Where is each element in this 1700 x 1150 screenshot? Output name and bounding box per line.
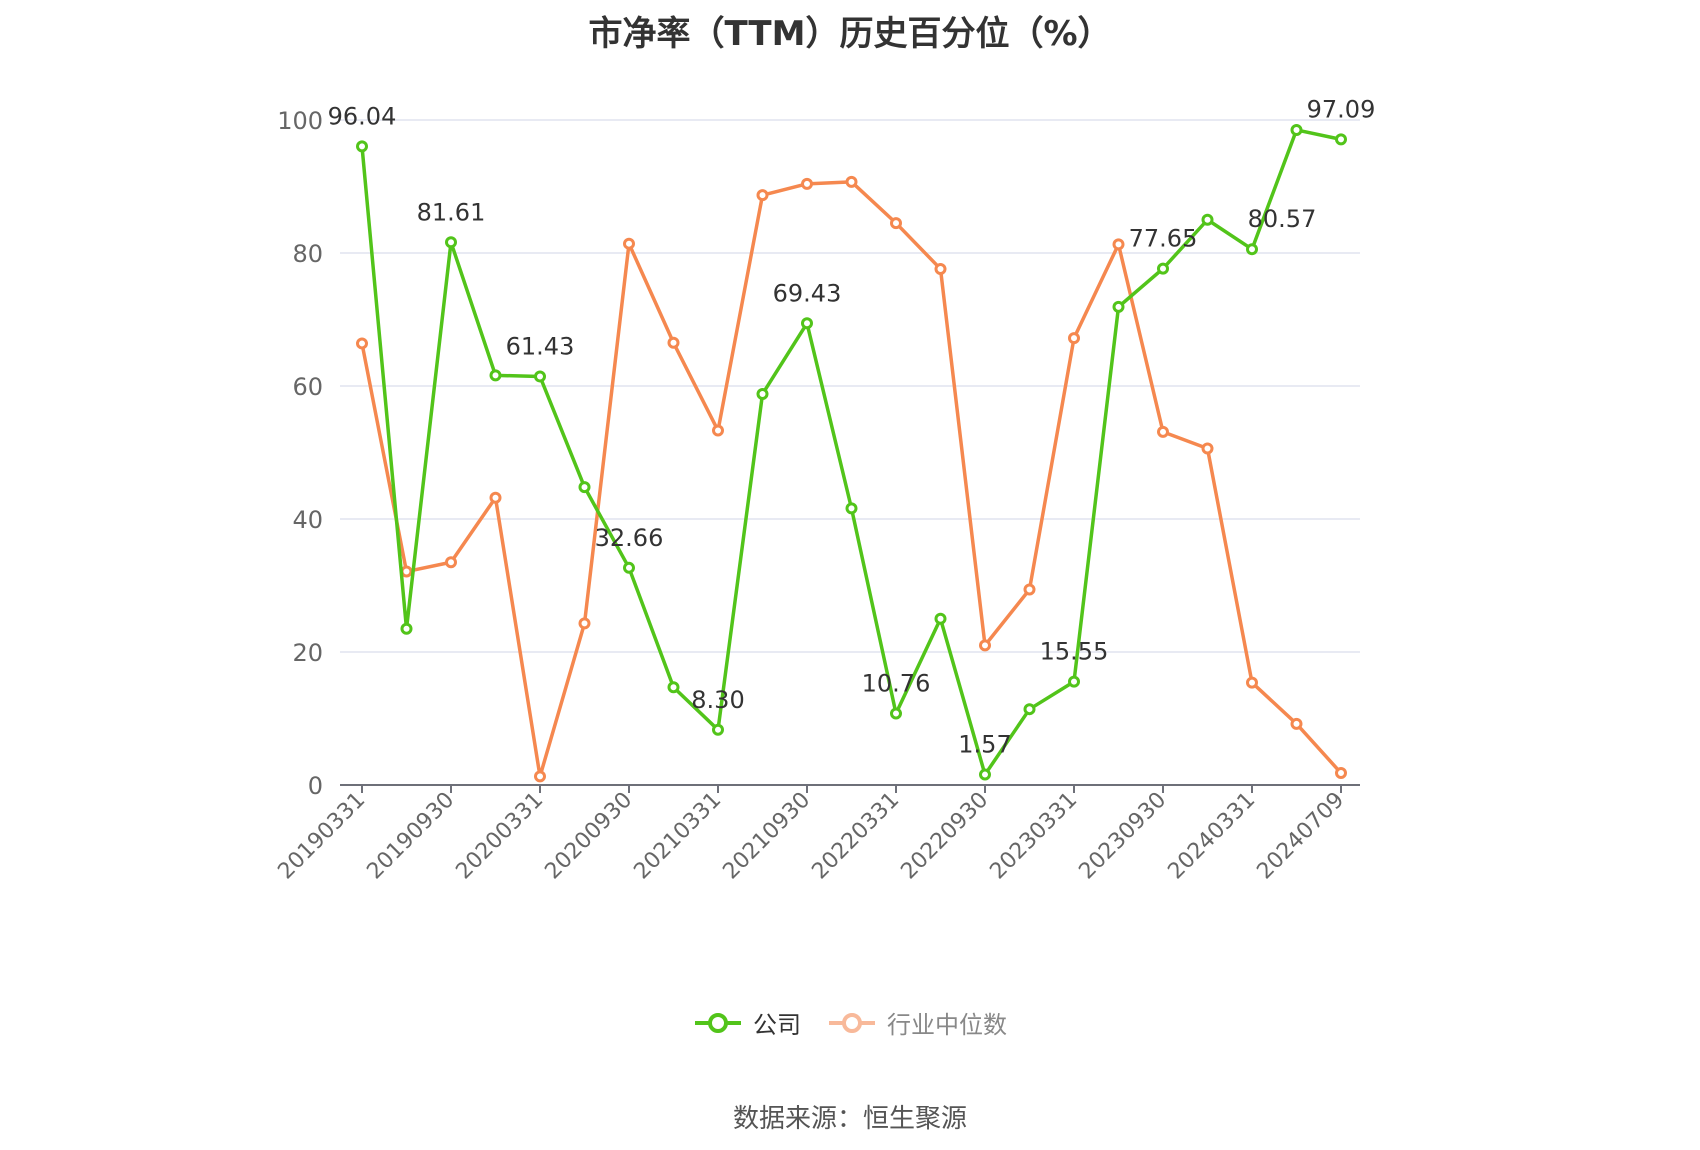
data-label-company: 1.57: [958, 731, 1011, 759]
data-point-company: [667, 681, 680, 694]
y-tick-label: 60: [292, 373, 323, 401]
data-point-company: [979, 768, 991, 781]
data-point-company: [934, 612, 947, 625]
data-point-industry-median: [845, 175, 858, 188]
legend-industry-line-icon: [829, 1012, 875, 1033]
data-point-industry-median: [801, 177, 813, 190]
legend-label-company: 公司: [753, 1011, 801, 1039]
data-label-company: 81.61: [417, 198, 486, 226]
y-tick-label: 20: [292, 639, 323, 667]
data-point-industry-median: [756, 189, 769, 202]
legend-company-line-icon: [695, 1012, 741, 1033]
data-point-industry-median: [445, 556, 457, 569]
data-point-company: [1023, 703, 1036, 716]
data-label-company: 96.04: [328, 102, 397, 130]
data-point-company: [1201, 213, 1214, 226]
data-label-company: 32.66: [595, 524, 664, 552]
data-point-company: [1112, 300, 1125, 313]
data-point-industry-median: [667, 336, 680, 349]
data-point-industry-median: [979, 639, 991, 652]
data-label-company: 77.65: [1129, 225, 1198, 253]
data-point-industry-median: [400, 565, 413, 578]
data-label-company: 8.30: [691, 686, 744, 714]
data-point-company: [890, 707, 902, 720]
data-point-company: [534, 370, 546, 383]
data-point-company: [400, 622, 413, 635]
data-point-company: [489, 369, 502, 382]
data-point-company: [845, 502, 858, 515]
data-point-industry-median: [1290, 717, 1303, 730]
data-label-company: 80.57: [1248, 205, 1317, 233]
data-point-company: [1246, 243, 1258, 256]
data-point-company: [801, 317, 813, 330]
data-label-company: 15.55: [1040, 638, 1109, 666]
data-point-industry-median: [489, 491, 502, 504]
x-tick-label: 20230331: [985, 788, 1082, 885]
data-label-company: 97.09: [1307, 95, 1376, 123]
y-tick-label: 0: [308, 772, 323, 800]
x-tick-label: 20220930: [896, 788, 993, 885]
data-source: 数据来源：恒生聚源: [732, 1104, 967, 1134]
data-point-industry-median: [578, 617, 591, 630]
data-point-industry-median: [623, 237, 635, 250]
x-tick-label: 20220331: [807, 788, 904, 885]
data-label-company: 69.43: [773, 279, 842, 307]
legend-item-industry-median[interactable]: 行业中位数: [827, 1005, 1007, 1040]
data-point-company: [1290, 123, 1303, 136]
x-tick-label: 20200930: [540, 788, 637, 885]
data-label-company: 10.76: [862, 669, 931, 697]
x-tick-label: 20210930: [718, 788, 815, 885]
x-tick-label: 20240331: [1163, 788, 1260, 885]
x-tick-label: 20240709: [1252, 788, 1349, 885]
y-tick-label: 40: [292, 506, 323, 534]
data-point-industry-median: [1246, 676, 1258, 689]
legend-label-industry-median: 行业中位数: [887, 1011, 1007, 1039]
data-point-industry-median: [1068, 332, 1080, 345]
x-tick-label: 20190930: [362, 788, 459, 885]
x-tick-label: 20190331: [273, 788, 370, 885]
data-point-industry-median: [1112, 238, 1125, 251]
data-point-industry-median: [712, 424, 724, 437]
series-line-industry-median: [360, 180, 1343, 779]
data-point-company: [445, 236, 457, 249]
data-point-company: [1157, 262, 1169, 275]
data-point-industry-median: [356, 337, 368, 350]
data-point-company: [1068, 675, 1080, 688]
chart-title: 市净率（TTM）历史百分位（%）: [588, 14, 1112, 54]
data-point-industry-median: [934, 262, 947, 275]
data-point-company: [1335, 133, 1347, 146]
data-point-industry-median: [1023, 583, 1036, 596]
data-point-company: [356, 140, 368, 153]
data-point-company: [712, 723, 724, 736]
y-tick-label: 100: [277, 107, 323, 135]
x-tick-label: 20230930: [1074, 788, 1171, 885]
data-point-company: [623, 561, 635, 574]
legend: 公司 行业中位数: [0, 1005, 1700, 1040]
data-point-industry-median: [1335, 767, 1347, 780]
data-point-industry-median: [890, 217, 902, 230]
data-point-company: [578, 481, 591, 494]
data-point-company: [756, 387, 769, 400]
x-tick-label: 20210331: [629, 788, 726, 885]
data-label-company: 61.43: [506, 332, 575, 360]
data-point-industry-median: [534, 770, 546, 783]
data-point-industry-median: [1157, 425, 1169, 438]
x-tick-label: 20200331: [451, 788, 548, 885]
data-point-industry-median: [1201, 442, 1214, 455]
y-tick-label: 80: [292, 240, 323, 268]
legend-item-company[interactable]: 公司: [693, 1005, 801, 1040]
